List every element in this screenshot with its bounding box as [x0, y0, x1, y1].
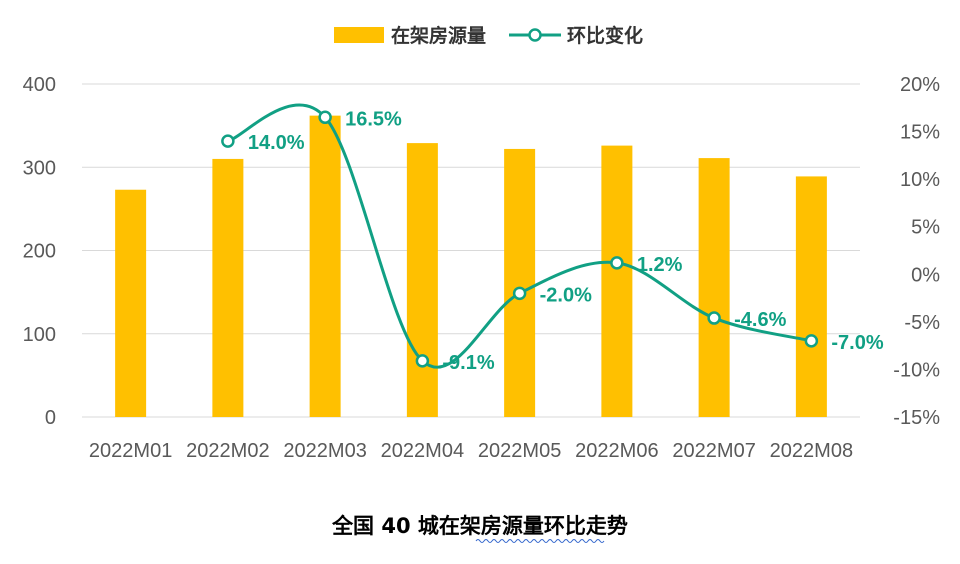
legend-bar-swatch [334, 27, 384, 43]
legend-line-label: 环比变化 [567, 24, 643, 47]
right-tick-label: 0% [911, 264, 940, 286]
left-tick-label: 400 [23, 74, 56, 96]
right-tick-label: -10% [893, 359, 940, 381]
bar [795, 176, 827, 417]
data-label: -4.6% [734, 309, 786, 331]
legend: 在架房源量 环比变化 [334, 24, 643, 47]
data-label: -7.0% [831, 332, 883, 354]
line-series [221, 103, 819, 369]
right-axis-ticks: -15% -10% -5% 0% 5% 10% 15% 20% [893, 74, 940, 429]
chart-title: 全国 40 城在架房源量环比走势 [331, 514, 628, 538]
right-tick-label: 10% [900, 169, 940, 191]
legend-bar-label: 在架房源量 [391, 24, 486, 47]
bar [115, 189, 147, 417]
line-point [415, 354, 430, 368]
bar [212, 158, 244, 418]
left-axis-ticks: 0 100 200 300 400 [23, 74, 56, 429]
bar [406, 143, 438, 418]
x-tick-label: 2022M05 [478, 440, 561, 462]
left-tick-label: 200 [23, 241, 56, 263]
spellcheck-underline [475, 539, 605, 543]
data-labels: 14.0% 16.5% -9.1% -2.0% 1.2% -4.6% -7.0% [248, 108, 884, 374]
line-point [318, 110, 332, 125]
x-tick-label: 2022M02 [186, 440, 269, 462]
bar [698, 158, 730, 417]
line-point [221, 134, 235, 148]
data-label: -9.1% [442, 352, 494, 374]
line-point [804, 334, 819, 348]
line-point [512, 286, 527, 301]
x-tick-label: 2022M01 [89, 440, 172, 462]
right-tick-label: 20% [900, 74, 940, 96]
line-point [707, 311, 721, 325]
right-tick-label: -5% [904, 312, 940, 334]
left-tick-label: 0 [45, 407, 56, 429]
data-label: 1.2% [637, 254, 683, 276]
x-tick-label: 2022M03 [283, 440, 366, 462]
right-tick-label: -15% [893, 407, 940, 429]
data-label: 14.0% [248, 132, 305, 154]
bar [601, 145, 633, 418]
right-tick-label: 5% [911, 217, 940, 239]
bar [504, 148, 536, 417]
gridlines [82, 83, 860, 418]
x-tick-label: 2022M04 [381, 440, 464, 462]
x-tick-label: 2022M06 [575, 440, 658, 462]
data-label: -2.0% [540, 284, 592, 306]
left-tick-label: 100 [23, 324, 56, 346]
x-axis-ticks: 2022M01 2022M02 2022M03 2022M04 2022M05 2022M… [89, 440, 853, 462]
legend-line-marker [528, 28, 542, 42]
left-tick-label: 300 [23, 157, 56, 179]
bar [309, 115, 341, 417]
right-tick-label: 15% [900, 122, 940, 144]
x-tick-label: 2022M07 [672, 440, 755, 462]
x-tick-label: 2022M08 [770, 440, 853, 462]
line-point [610, 256, 624, 270]
bar-series [115, 115, 827, 418]
data-label: 16.5% [345, 108, 402, 130]
